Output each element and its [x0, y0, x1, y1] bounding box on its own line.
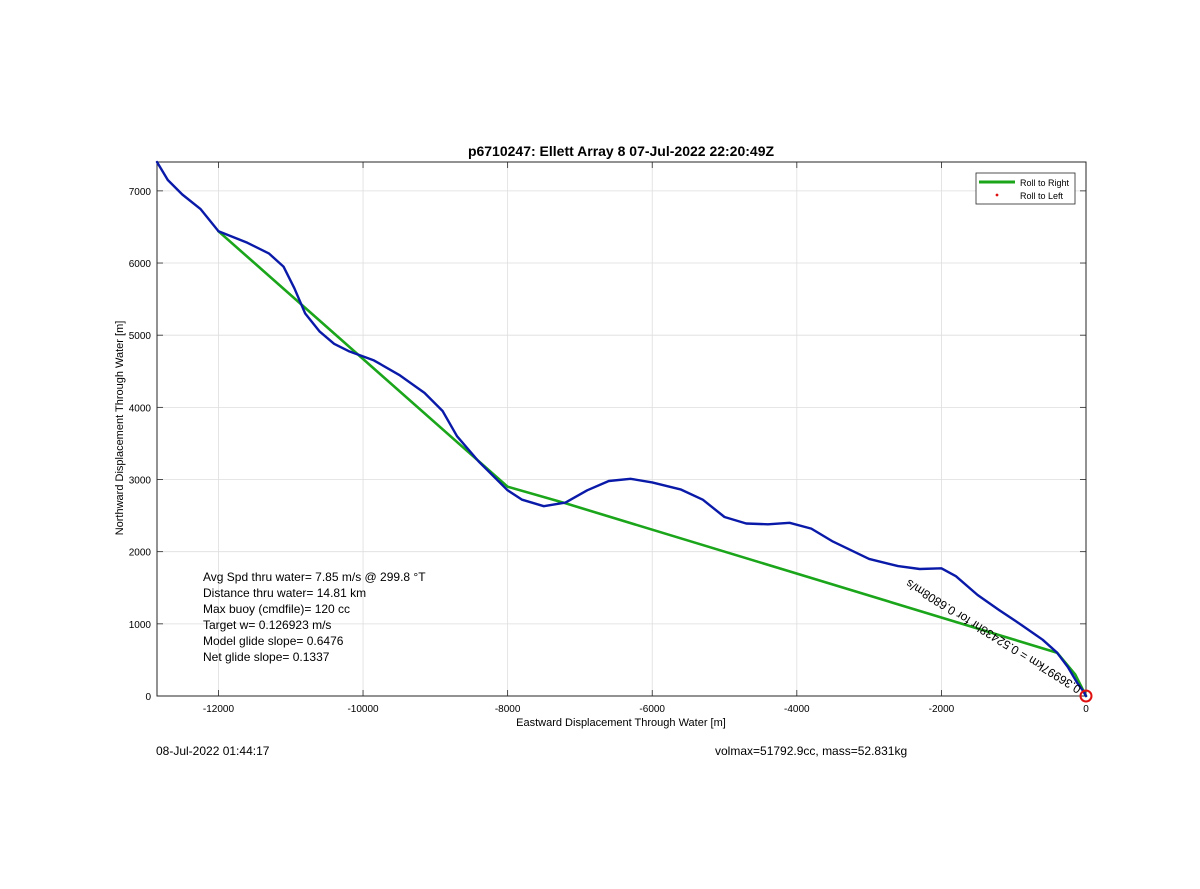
y-tick-label: 7000 [129, 187, 152, 198]
y-axis: 0 1000 2000 3000 4000 5000 6000 7000 [129, 187, 1086, 703]
x-axis: -12000 -10000 -8000 -6000 -4000 -2000 0 [203, 162, 1089, 715]
legend-swatch-roll-left [995, 193, 999, 197]
legend-label-roll-right: Roll to Right [1020, 178, 1070, 188]
legend-label-roll-left: Roll to Left [1020, 191, 1064, 201]
stats-annotation: Model glide slope= 0.6476 [203, 634, 344, 648]
stats-annotation: Avg Spd thru water= 7.85 m/s @ 299.8 °T [203, 570, 426, 584]
y-tick-label: 0 [145, 692, 151, 703]
x-tick-label: -6000 [639, 704, 665, 715]
footer-mass-info: volmax=51792.9cc, mass=52.831kg [715, 744, 908, 758]
legend: Roll to Right Roll to Left [975, 172, 1076, 205]
x-tick-label: -10000 [347, 704, 379, 715]
plot-frame [156, 161, 1087, 697]
y-tick-label: 4000 [129, 403, 152, 414]
x-tick-label: -8000 [495, 704, 521, 715]
path-label: 0.36997km = 0.52438hr for 0.6808m/s [903, 576, 1083, 696]
legend-box [975, 172, 1076, 205]
y-tick-label: 3000 [129, 476, 152, 487]
stats-annotations: Avg Spd thru water= 7.85 m/s @ 299.8 °T D… [203, 570, 426, 664]
chart-title: p6710247: Ellett Array 8 07-Jul-2022 22:… [468, 143, 775, 159]
x-tick-label: -2000 [929, 704, 955, 715]
y-tick-label: 1000 [129, 620, 152, 631]
x-tick-label: 0 [1083, 704, 1089, 715]
end-marker [1079, 689, 1093, 703]
stats-annotation: Distance thru water= 14.81 km [203, 586, 366, 600]
y-axis-label: Northward Displacement Through Water [m] [114, 321, 126, 536]
y-tick-label: 2000 [129, 548, 152, 559]
x-axis-label: Eastward Displacement Through Water [m] [516, 717, 726, 729]
grid [157, 162, 1087, 697]
stats-annotation: Target w= 0.126923 m/s [203, 618, 331, 632]
y-tick-label: 5000 [129, 331, 152, 342]
series-track-line [155, 160, 1088, 698]
x-tick-label: -12000 [203, 704, 235, 715]
x-tick-label: -4000 [784, 704, 810, 715]
series-layer [155, 160, 1093, 703]
stats-annotation: Max buoy (cmdfile)= 120 cc [203, 602, 350, 616]
stats-annotation: Net glide slope= 0.1337 [203, 650, 330, 664]
y-tick-label: 6000 [129, 259, 152, 270]
footer-timestamp: 08-Jul-2022 01:44:17 [156, 744, 270, 758]
